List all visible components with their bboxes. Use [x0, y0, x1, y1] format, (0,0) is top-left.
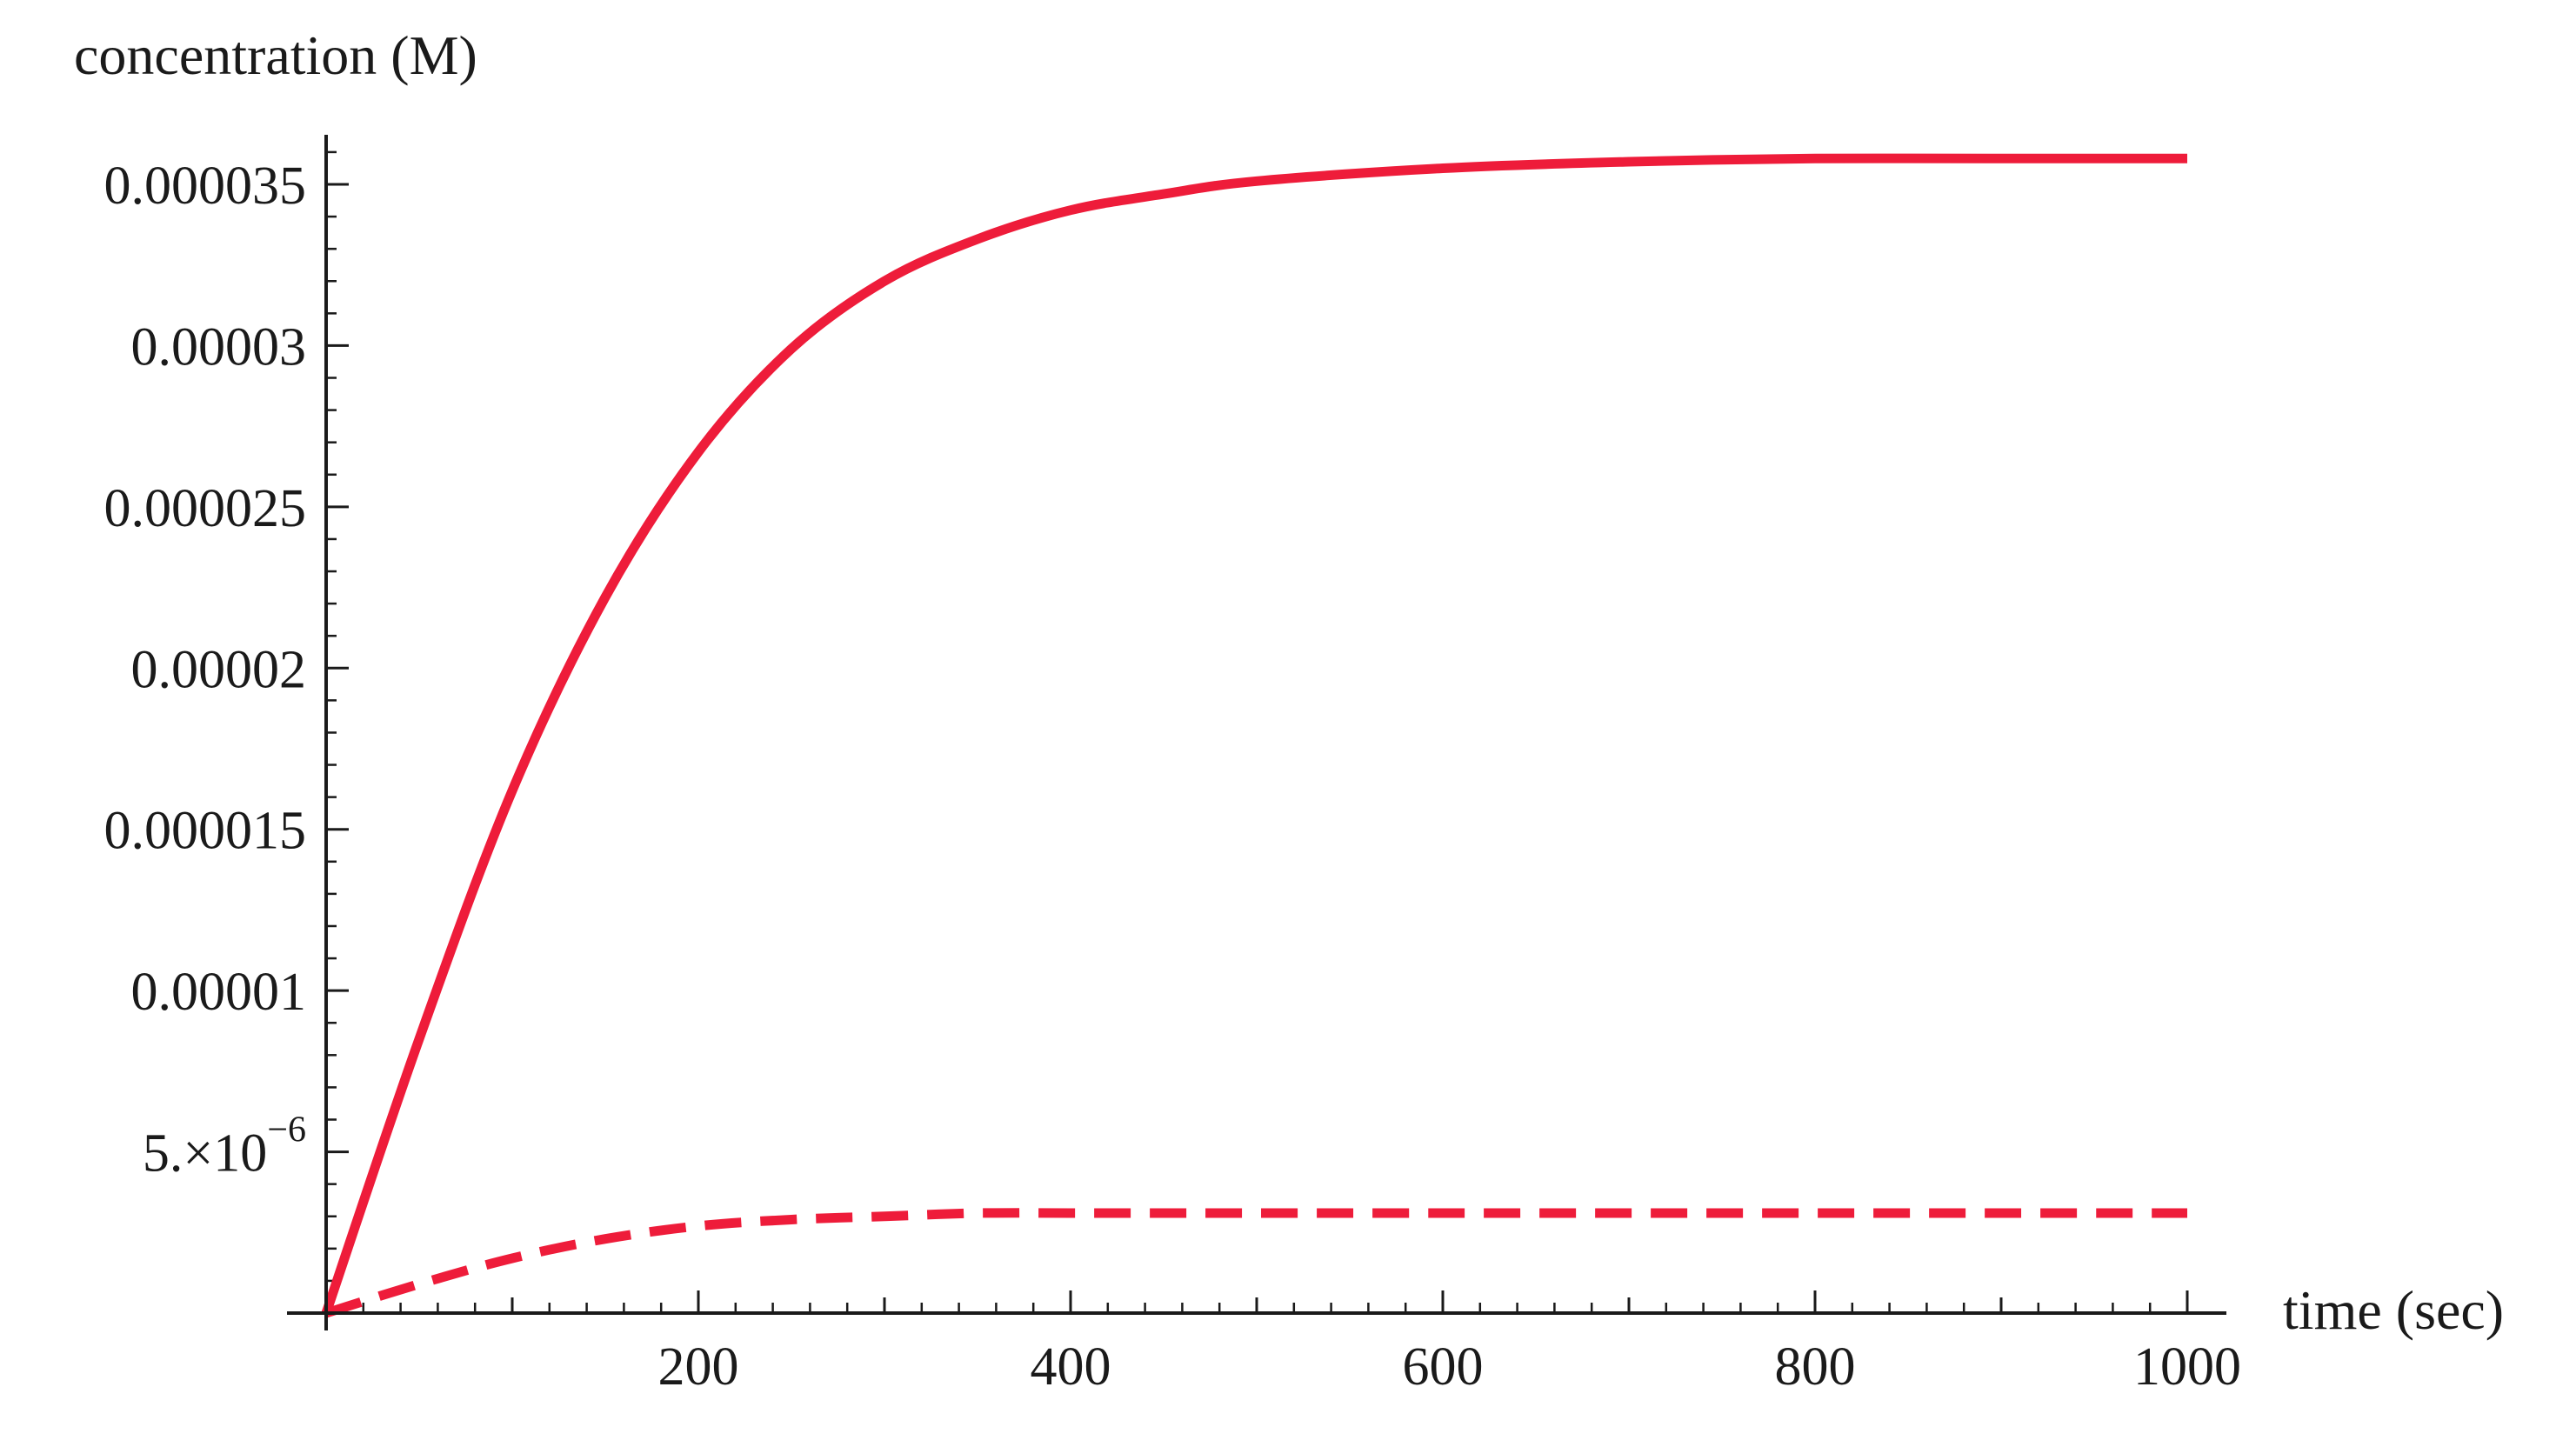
minor-ticks: [326, 150, 2152, 1313]
x-axis-label: time (sec): [2283, 1279, 2504, 1341]
y-tick-label: 0.00002: [131, 640, 307, 699]
y-tick-label: 0.000025: [104, 479, 307, 538]
y-axis-label: concentration (M): [74, 24, 477, 86]
tick-labels: 200 400 600 800 1000 5.×10−6 0.00001 0.000015 0.…: [104, 157, 2242, 1397]
x-tick-label: 200: [658, 1337, 739, 1397]
x-tick-label: 1000: [2133, 1337, 2241, 1397]
y-tick-label: 0.00003: [131, 317, 307, 377]
y-tick-label: 0.00001: [131, 963, 307, 1022]
y-tick-label: 0.000015: [104, 802, 307, 861]
plot-lines: [321, 153, 2187, 1318]
y-tick-label: 0.000035: [104, 157, 307, 216]
y-tick-label: 5.×10−6: [143, 1110, 306, 1184]
tick-marks: [326, 183, 2189, 1313]
x-tick-label: 800: [1775, 1337, 1856, 1397]
x-tick-label: 600: [1403, 1337, 1484, 1397]
x-tick-label: 400: [1031, 1337, 1111, 1397]
solid-series-line: [321, 153, 2187, 1315]
